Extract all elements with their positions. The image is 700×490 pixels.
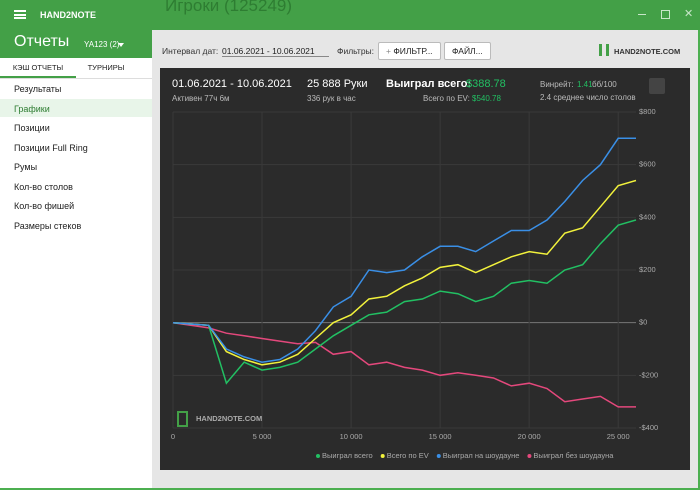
dropdown-arrow[interactable] bbox=[118, 43, 124, 50]
filter-label: ФИЛЬТР... bbox=[393, 46, 433, 56]
date-range[interactable]: 01.06.2021 - 10.06.2021 bbox=[222, 46, 329, 57]
menu-item[interactable]: Графики bbox=[14, 103, 50, 114]
close[interactable]: ✕ bbox=[684, 8, 694, 20]
selected-item-bg bbox=[0, 99, 152, 117]
maximize[interactable] bbox=[661, 10, 670, 19]
winrate-unit: бб/100 bbox=[592, 80, 617, 89]
sidebar-title: Отчеты bbox=[14, 33, 70, 50]
won: $388.78 bbox=[466, 78, 506, 90]
chart-panel bbox=[160, 68, 690, 470]
menu-icon[interactable] bbox=[14, 10, 26, 19]
menu-item[interactable]: Размеры стеков bbox=[14, 220, 82, 231]
minimize[interactable] bbox=[638, 14, 646, 15]
sidebar-header bbox=[0, 30, 152, 58]
hands: 25 888 Руки bbox=[307, 78, 368, 90]
toolbar-label: Фильтры: bbox=[337, 46, 375, 56]
tab-active[interactable]: КЭШ ОТЧЕТЫ bbox=[0, 58, 76, 78]
tables: 2.4 среднее число столов bbox=[540, 93, 636, 102]
settings-button[interactable] bbox=[649, 78, 665, 94]
menu-item[interactable]: Кол-во столов bbox=[14, 181, 73, 192]
tab[interactable]: ТУРНИРЫ bbox=[87, 63, 125, 72]
account[interactable]: YA123 (2) bbox=[84, 40, 120, 49]
winrate: 1.41 bbox=[577, 80, 593, 89]
ev-label: Всего по EV: bbox=[423, 94, 470, 103]
winrate-label: Винрейт: bbox=[540, 80, 574, 89]
filter-button[interactable]: + ФИЛЬТР... bbox=[378, 42, 441, 60]
logo-mark bbox=[599, 44, 609, 56]
app-name: HAND2NOTE bbox=[40, 10, 97, 20]
won-label: Выиграл всего: bbox=[386, 78, 472, 90]
logo-text: HAND2NOTE.COM bbox=[614, 47, 681, 56]
menu-item[interactable]: Кол-во фишей bbox=[14, 201, 75, 211]
title-bar bbox=[0, 0, 700, 30]
window-title: Игроки (125249) bbox=[165, 0, 293, 15]
active-time: Активен 77ч 6м bbox=[172, 94, 230, 103]
hands-per-hour: 336 рук в час bbox=[307, 94, 356, 103]
menu-item[interactable]: Позиции bbox=[14, 123, 50, 133]
plus-icon: + bbox=[386, 46, 394, 56]
toolbar-label: Интервал дат: bbox=[162, 46, 219, 56]
file-button[interactable]: ФАЙЛ... bbox=[444, 42, 491, 60]
menu-item[interactable]: Позиции Full Ring bbox=[14, 142, 88, 153]
ev: $540.78 bbox=[472, 94, 501, 103]
tab-bar-line bbox=[0, 78, 152, 79]
period: 01.06.2021 - 10.06.2021 bbox=[172, 78, 292, 90]
menu-item[interactable]: Румы bbox=[14, 162, 38, 172]
menu-item[interactable]: Результаты bbox=[14, 84, 62, 94]
